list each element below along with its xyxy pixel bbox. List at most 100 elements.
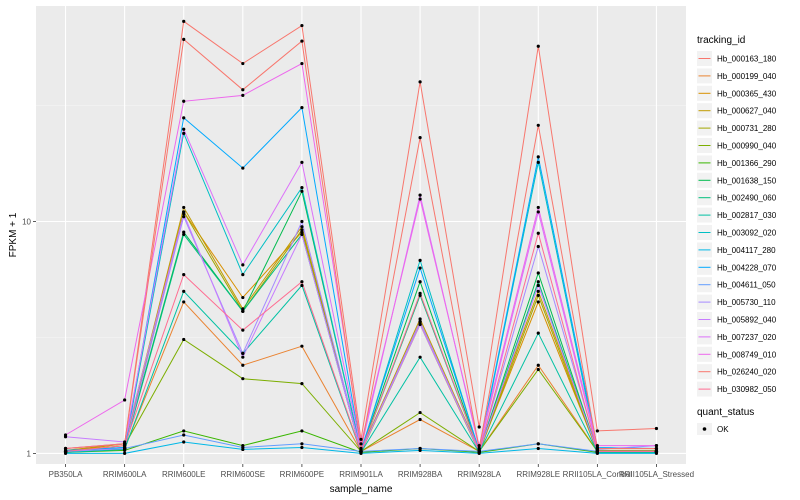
legend-label-Hb_000163_180: Hb_000163_180 — [717, 55, 777, 64]
legend-label-Hb_004611_050: Hb_004611_050 — [717, 281, 776, 290]
data-point — [595, 446, 599, 451]
data-point — [300, 232, 304, 236]
data-point — [63, 446, 68, 451]
data-point — [241, 88, 245, 92]
data-point — [418, 317, 422, 321]
data-point — [182, 300, 186, 304]
x-tick-label: RRIM928BA — [398, 470, 443, 479]
data-point — [359, 446, 363, 451]
data-point — [300, 189, 304, 193]
data-point — [418, 266, 422, 270]
data-point — [300, 381, 304, 386]
data-point — [182, 99, 186, 103]
y-tick-label: 10 — [22, 218, 31, 227]
data-point — [300, 225, 304, 229]
data-point — [536, 123, 540, 127]
data-point — [536, 446, 540, 451]
legend-label-Hb_001638_150: Hb_001638_150 — [717, 176, 777, 185]
data-point — [241, 328, 245, 332]
data-point — [182, 337, 186, 342]
data-point — [418, 136, 422, 140]
data-point — [359, 449, 363, 453]
data-point — [241, 377, 245, 381]
data-point — [536, 363, 540, 367]
data-point — [182, 232, 186, 236]
data-point — [654, 426, 659, 431]
data-point — [595, 444, 599, 448]
data-point — [536, 442, 540, 446]
data-point — [300, 105, 304, 110]
legend-label-Hb_003092_020: Hb_003092_020 — [717, 229, 777, 238]
data-point — [63, 449, 68, 453]
data-point — [595, 429, 599, 433]
legend-label-Hb_005730_110: Hb_005730_110 — [717, 298, 776, 307]
data-point — [182, 433, 186, 437]
data-point — [418, 322, 422, 326]
data-point — [300, 23, 304, 28]
data-point — [241, 295, 245, 300]
x-tick-label: RRII105LA_Control — [563, 470, 633, 479]
data-point — [418, 258, 422, 262]
data-point — [300, 219, 304, 224]
data-point — [477, 425, 481, 429]
data-point — [418, 291, 422, 295]
data-point — [300, 283, 304, 288]
x-tick-label: RRIM928LE — [516, 470, 560, 479]
data-point — [654, 449, 659, 453]
data-point — [418, 320, 422, 324]
points-legend-title: quant_status — [697, 407, 754, 418]
x-axis-ticks: PB350LA RRIM600LA RRIM600LE RRIM600SE RRIM60… — [49, 464, 694, 479]
x-tick-label: RRIM600LA — [103, 470, 147, 479]
data-point — [536, 293, 540, 298]
data-point — [300, 429, 304, 433]
legend-label-Hb_000731_280: Hb_000731_280 — [717, 124, 777, 133]
x-tick-label: RRIM600LE — [162, 470, 206, 479]
data-point — [182, 116, 186, 120]
data-point — [300, 344, 304, 348]
data-point — [123, 398, 127, 402]
x-tick-label: RRIM600SE — [221, 470, 265, 479]
data-point — [300, 230, 304, 234]
data-point — [418, 417, 422, 422]
x-tick-label: RRIM928LA — [457, 470, 501, 479]
data-point — [182, 205, 186, 210]
data-point — [182, 131, 186, 135]
data-point — [182, 273, 186, 277]
legend-title: tracking_id — [697, 35, 745, 46]
legend-label-Hb_000199_040: Hb_000199_040 — [717, 72, 777, 81]
data-point — [63, 433, 68, 437]
data-point — [536, 280, 540, 284]
series-points — [63, 19, 659, 455]
data-point — [477, 444, 481, 448]
points-legend-label: OK — [717, 425, 729, 434]
data-point — [241, 445, 245, 450]
data-point — [418, 446, 422, 451]
data-point — [300, 61, 304, 66]
data-point — [241, 166, 245, 170]
y-tick-label: 1 — [27, 449, 32, 458]
data-point — [536, 231, 540, 235]
data-point — [241, 351, 245, 355]
data-point — [182, 127, 186, 131]
legend-label-Hb_026240_020: Hb_026240_020 — [717, 368, 777, 377]
data-point — [182, 212, 186, 216]
data-point — [536, 210, 540, 214]
data-point — [300, 228, 304, 232]
data-point — [300, 160, 304, 164]
data-point — [418, 410, 422, 415]
data-point — [654, 444, 659, 448]
y-axis-title: FPKM + 1 — [8, 212, 19, 257]
points-legend: quant_status OK — [697, 407, 754, 435]
data-point — [241, 273, 245, 277]
data-point — [300, 442, 304, 446]
data-point — [123, 451, 127, 455]
data-point — [654, 446, 659, 451]
legend-label-Hb_004228_070: Hb_004228_070 — [717, 263, 777, 272]
legend-label-Hb_008749_010: Hb_008749_010 — [717, 350, 777, 359]
data-point — [241, 307, 245, 311]
data-point — [123, 446, 127, 451]
data-point — [241, 61, 245, 66]
data-point — [536, 283, 540, 288]
data-point — [477, 446, 481, 451]
